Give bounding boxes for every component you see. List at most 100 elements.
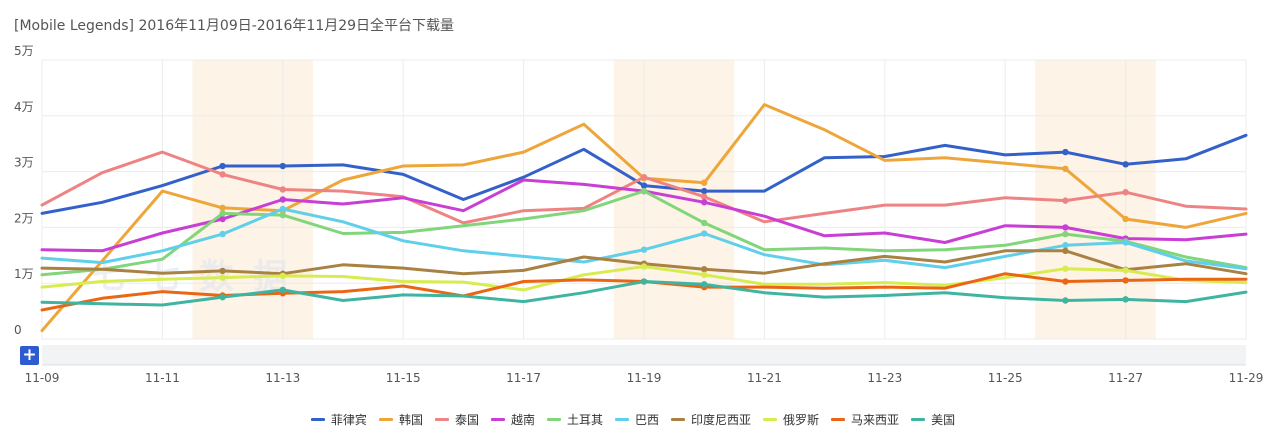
data-point [1062, 242, 1069, 249]
data-point [219, 210, 226, 217]
data-point [701, 193, 708, 200]
legend-swatch [434, 418, 449, 421]
legend-label: 印度尼西亚 [691, 413, 752, 427]
data-point [701, 266, 708, 273]
data-point [219, 204, 226, 212]
legend-swatch [671, 418, 686, 421]
data-point [219, 162, 226, 170]
data-point [640, 278, 648, 285]
y-tick-label: 4万 [14, 100, 34, 114]
legend-swatch [378, 418, 393, 421]
data-point [1062, 148, 1069, 156]
data-point [1062, 265, 1069, 272]
legend-item[interactable]: 巴西 [615, 411, 659, 428]
highlight-band [613, 60, 735, 339]
legend-label: 韩国 [398, 413, 423, 427]
zoom-add-button[interactable]: + [20, 346, 39, 365]
data-point [279, 272, 286, 280]
legend-label: 菲律宾 [330, 413, 367, 427]
x-tick-label: 11-13 [265, 371, 300, 385]
legend-label: 马来西亚 [851, 413, 900, 427]
data-point [1122, 277, 1129, 284]
data-point [1122, 189, 1129, 196]
data-point [219, 171, 226, 178]
x-tick-label: 11-15 [386, 371, 421, 385]
legend-item[interactable]: 韩国 [378, 411, 423, 428]
x-tick-label: 11-21 [747, 371, 782, 385]
data-point [1062, 224, 1069, 231]
y-tick-label: 3万 [14, 156, 34, 170]
data-point [701, 281, 708, 288]
data-point [279, 162, 286, 170]
legend-label: 美国 [931, 413, 956, 427]
legend-label: 俄罗斯 [783, 413, 820, 427]
legend-swatch [831, 418, 846, 421]
legend-item[interactable]: 印度尼西亚 [671, 411, 751, 428]
y-tick-label: 1万 [14, 267, 34, 281]
data-point [219, 267, 226, 275]
legend-swatch [615, 418, 629, 421]
data-point [1122, 267, 1129, 274]
data-point [701, 230, 708, 237]
x-tick-label: 11-25 [988, 371, 1023, 385]
data-point [701, 271, 708, 279]
data-point [279, 286, 286, 294]
data-point [701, 179, 708, 186]
data-point [640, 246, 648, 253]
legend-swatch [490, 418, 505, 421]
data-point [279, 205, 286, 213]
legend-label: 泰国 [454, 413, 479, 427]
data-point [219, 274, 226, 281]
x-tick-label: 11-11 [145, 371, 180, 385]
data-point [1122, 161, 1129, 168]
data-point [640, 187, 648, 195]
data-point [1062, 230, 1069, 238]
data-point [701, 219, 708, 227]
legend-label: 巴西 [635, 413, 660, 427]
data-point [219, 293, 226, 301]
data-point [1122, 215, 1129, 223]
zoom-slider-track [42, 345, 1246, 365]
data-point [1122, 296, 1129, 303]
data-point [219, 230, 226, 238]
data-point [640, 263, 648, 270]
legend-item[interactable]: 马来西亚 [831, 411, 899, 428]
data-point [701, 199, 708, 206]
data-point [1062, 247, 1069, 255]
data-point [279, 186, 286, 193]
legend-item[interactable]: 泰国 [434, 411, 479, 428]
legend-swatch [911, 418, 926, 421]
data-point [1062, 297, 1069, 304]
data-point [219, 215, 226, 223]
data-point [1122, 239, 1129, 246]
x-tick-label: 11-29 [1229, 371, 1264, 385]
legend-item[interactable]: 越南 [490, 411, 535, 428]
x-tick-label: 11-23 [867, 371, 902, 385]
data-point [279, 211, 286, 219]
legend-swatch [763, 418, 778, 421]
legend-item[interactable]: 美国 [911, 411, 955, 428]
legend-swatch [310, 418, 325, 421]
legend-label: 土耳其 [566, 413, 603, 427]
legend-item[interactable]: 菲律宾 [310, 411, 367, 428]
legend-item[interactable]: 俄罗斯 [763, 411, 819, 428]
y-tick-label: 2万 [14, 211, 34, 225]
data-point [1062, 165, 1069, 173]
legend-label: 越南 [510, 413, 535, 427]
data-point [640, 173, 648, 181]
chart-legend: 菲律宾 韩国 泰国 越南 土耳其 巴西 印度尼西亚 俄罗斯 马来西亚 美国 [0, 410, 1266, 428]
data-point [1062, 278, 1069, 285]
y-tick-label: 5万 [14, 44, 34, 58]
x-tick-label: 11-17 [506, 371, 541, 385]
x-tick-label: 11-27 [1108, 371, 1143, 385]
x-tick-label: 11-09 [25, 371, 60, 385]
y-tick-label: 0 [14, 323, 22, 337]
data-point [1062, 197, 1069, 204]
data-point [279, 196, 286, 203]
x-tick-label: 11-19 [627, 371, 662, 385]
legend-item[interactable]: 土耳其 [546, 411, 603, 428]
chart-title: [Mobile Legends] 2016年11月09日-2016年11月29日… [14, 18, 455, 34]
data-point [640, 182, 648, 189]
legend-swatch [546, 418, 561, 421]
